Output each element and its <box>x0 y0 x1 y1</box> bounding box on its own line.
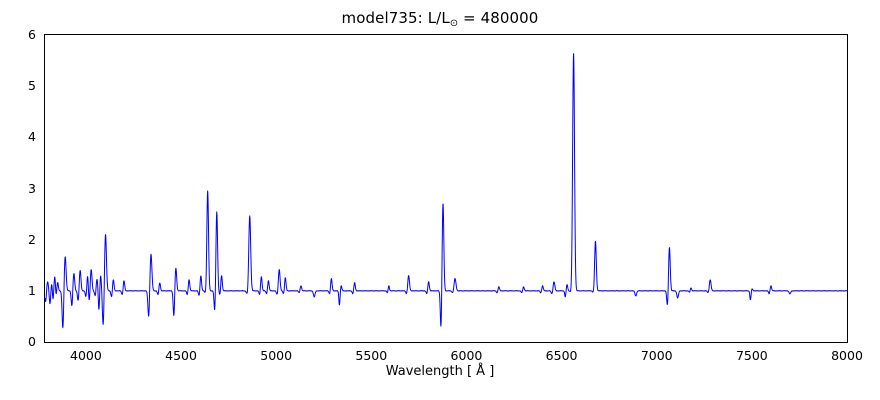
y-tick-label: 3 <box>28 180 36 196</box>
x-tick-label: 7000 <box>640 348 673 363</box>
x-tick-label: 7500 <box>735 348 768 363</box>
page-title: model735: L/L⊙ = 480000 <box>0 9 880 29</box>
y-tick-label: 5 <box>28 78 36 94</box>
y-tick-label: 1 <box>28 282 36 298</box>
y-tick-label: 2 <box>28 231 36 247</box>
solar-symbol-subscript: ⊙ <box>449 17 459 29</box>
title-suffix: = 480000 <box>458 9 539 27</box>
y-tick-label: 4 <box>28 129 36 145</box>
y-tick-label: 6 <box>28 27 36 42</box>
x-tick-label: 8000 <box>831 348 863 363</box>
x-tick-label: 6000 <box>450 348 483 363</box>
y-tick-label: 0 <box>28 334 36 349</box>
spectrum-plot-svg <box>45 53 847 329</box>
x-tick-label: 4500 <box>165 348 197 363</box>
plot-axes-area <box>44 34 848 343</box>
title-prefix: model735: L/L <box>341 9 450 27</box>
x-axis-label: Wavelength [ Å ] <box>385 364 495 379</box>
x-tick-label: 5000 <box>260 348 293 363</box>
x-tick-label: 4000 <box>70 348 102 363</box>
spectrum-line <box>45 53 847 329</box>
x-tick-label: 5500 <box>355 348 388 363</box>
x-tick-label: 6500 <box>545 348 578 363</box>
